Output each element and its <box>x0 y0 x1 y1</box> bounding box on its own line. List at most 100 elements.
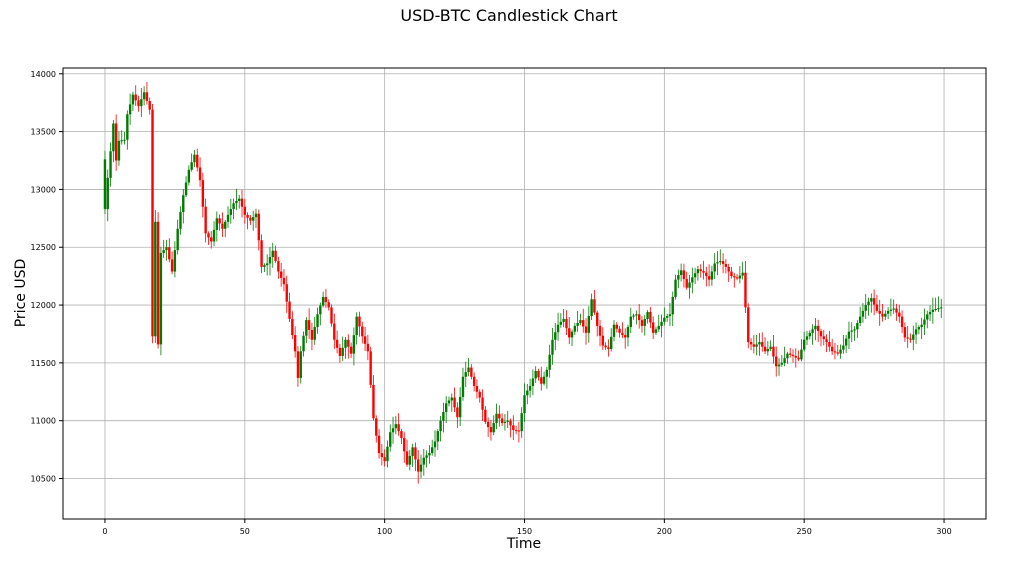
candle-body <box>635 314 638 316</box>
candle-body <box>752 344 756 347</box>
candle-body <box>584 326 588 333</box>
candle-body <box>347 339 350 347</box>
candle-body <box>623 335 627 338</box>
candle-body <box>755 344 758 347</box>
candle-body <box>114 123 118 161</box>
candle-body <box>240 198 244 207</box>
candle-body <box>478 391 481 398</box>
candle-body <box>389 432 392 447</box>
candle-body <box>218 218 221 224</box>
candle-body <box>235 200 238 204</box>
candle-body <box>651 322 655 333</box>
candle-body <box>607 347 610 350</box>
candle-body <box>498 413 501 419</box>
candle-body <box>428 453 431 456</box>
candle-body <box>506 420 509 422</box>
x-tick-label: 0 <box>102 527 107 536</box>
candle-body <box>310 329 314 340</box>
candle-body <box>646 312 649 319</box>
candle-body <box>380 453 384 458</box>
y-tick-label: 13000 <box>31 185 56 194</box>
candle-body <box>685 279 688 288</box>
chart-title: USD-BTC Candlestick Chart <box>400 6 617 25</box>
candle-body <box>716 262 719 264</box>
candle-body <box>934 308 937 310</box>
candle-body <box>696 269 700 274</box>
candle-body <box>249 217 252 221</box>
candle-body <box>565 318 568 329</box>
y-tick-label: 11500 <box>31 359 56 368</box>
candle-body <box>702 270 705 273</box>
candle-body <box>828 342 831 347</box>
candle-body <box>926 314 929 320</box>
y-axis-label: Price USD <box>13 259 29 328</box>
candle-body <box>375 418 378 436</box>
candle-body <box>433 441 437 448</box>
candle-body <box>900 316 904 328</box>
candle-body <box>201 180 205 207</box>
y-tick-label: 13500 <box>31 128 56 137</box>
candle-body <box>268 257 272 264</box>
candle-body <box>456 407 459 418</box>
candle-body <box>822 336 825 340</box>
candle-body <box>279 271 283 278</box>
candle-body <box>881 313 884 317</box>
candle-body <box>679 270 683 275</box>
candle-body <box>126 114 129 140</box>
candle-body <box>162 250 165 254</box>
candle-body <box>458 396 462 418</box>
candle-body <box>120 140 123 142</box>
candle-body <box>327 302 330 308</box>
candle-body <box>884 313 887 317</box>
candle-body <box>215 218 219 230</box>
candle-body <box>898 312 901 317</box>
candle-body <box>576 322 579 326</box>
x-axis-label: Time <box>506 536 541 552</box>
candle-body <box>500 418 504 424</box>
candle-body <box>663 317 666 322</box>
candle-body <box>400 431 403 439</box>
candle-body <box>145 92 149 101</box>
candle-body <box>775 356 778 367</box>
candle-body <box>436 431 439 442</box>
candle-body <box>727 266 730 272</box>
candle-body <box>842 345 845 350</box>
candle-body <box>612 324 616 337</box>
candle-body <box>800 349 803 360</box>
candle-body <box>486 421 490 428</box>
candle-body <box>615 324 618 329</box>
candle-body <box>288 301 291 319</box>
candle-body <box>212 229 216 242</box>
candle-body <box>232 203 235 210</box>
candle-body <box>724 264 728 267</box>
candle-body <box>853 329 856 331</box>
candle-body <box>204 206 207 234</box>
candle-body <box>542 376 546 384</box>
candle-body <box>470 367 473 377</box>
candle-body <box>299 351 302 378</box>
candle-body <box>551 339 554 355</box>
candle-body <box>383 457 386 462</box>
candle-body <box>710 271 714 280</box>
candle-body <box>534 370 537 379</box>
candle-body <box>464 372 467 377</box>
candle-body <box>503 421 507 424</box>
candle-body <box>674 279 677 297</box>
candle-body <box>523 395 526 414</box>
candle-body <box>226 214 230 222</box>
candle-body <box>610 336 613 350</box>
candle-body <box>254 213 258 218</box>
candle-body <box>719 261 722 263</box>
candle-body <box>109 151 112 178</box>
candle-body <box>405 451 409 465</box>
candle-body <box>193 154 196 163</box>
candle-body <box>131 94 135 105</box>
candle-body <box>461 376 465 397</box>
candle-body <box>403 438 406 452</box>
candle-body <box>867 301 870 306</box>
y-tick-label: 10500 <box>31 475 56 484</box>
candle-body <box>858 316 862 323</box>
candle-body <box>794 355 798 358</box>
candle-body <box>207 233 210 238</box>
